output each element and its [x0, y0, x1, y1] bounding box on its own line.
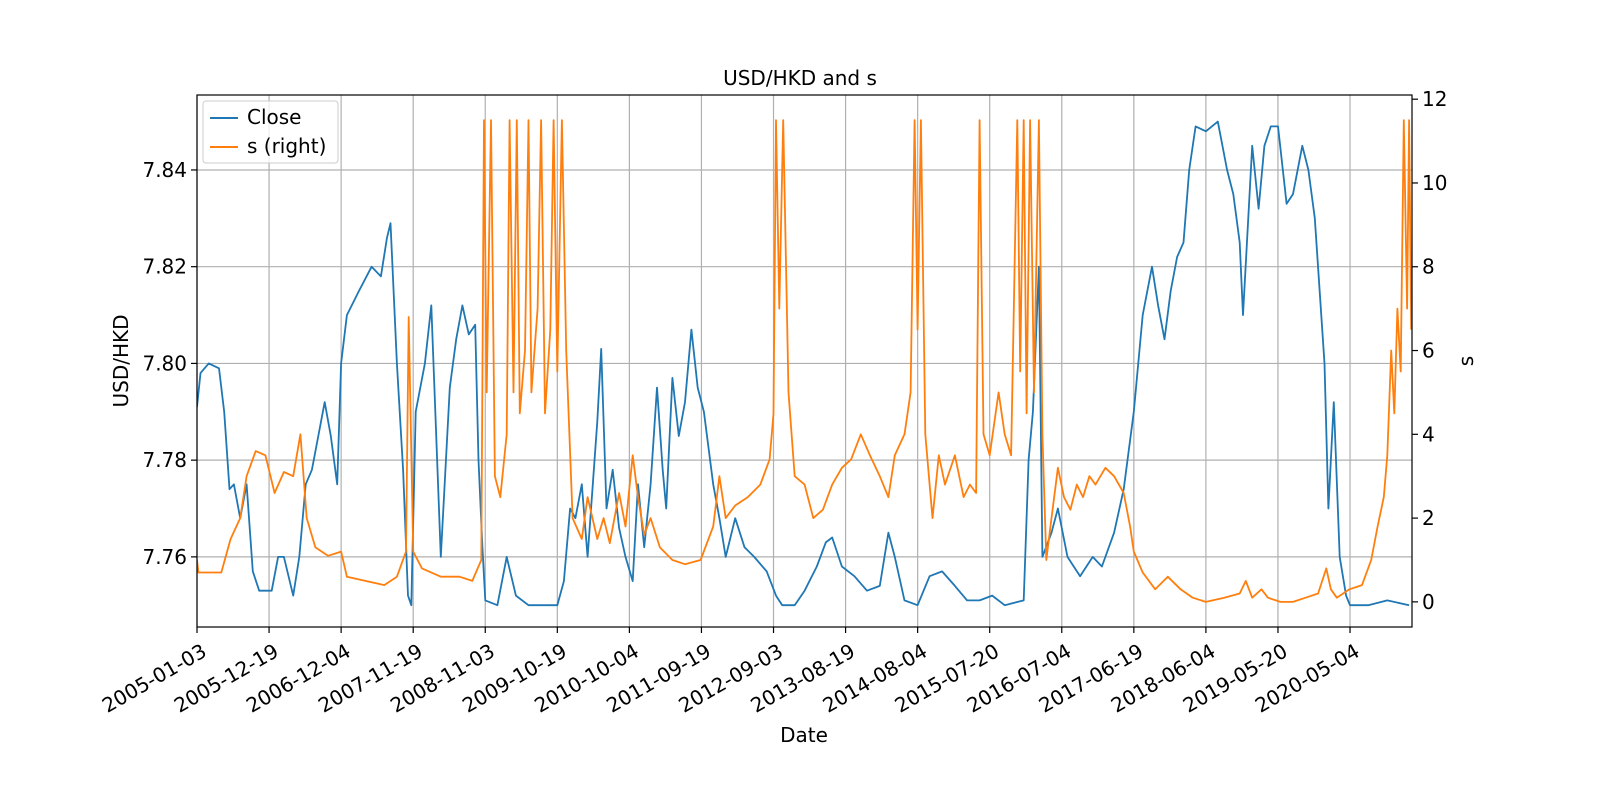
- legend-label-s: s (right): [247, 134, 326, 158]
- grid-layer: [196, 95, 1412, 627]
- y2-tick-label: 0: [1422, 590, 1435, 614]
- y-axis-label: USD/HKD: [109, 314, 133, 407]
- y-axis-ticks: 7.76 7.78 7.80 7.82 7.84: [142, 158, 197, 569]
- series-line-close: [197, 120, 1410, 607]
- plot-frame: [196, 94, 1413, 628]
- y2-tick-label: 12: [1422, 87, 1447, 111]
- y2-axis-ticks: 0 2 4 6 8 10 12: [1412, 87, 1447, 614]
- y-tick-label: 7.80: [142, 351, 187, 375]
- y2-tick-label: 6: [1422, 339, 1435, 363]
- chart-title: USD/HKD and s: [723, 66, 877, 90]
- y2-tick-label: 2: [1422, 506, 1435, 530]
- legend-label-close: Close: [247, 105, 301, 129]
- y2-axis-label: s: [1454, 356, 1478, 366]
- series-line-s: [197, 119, 1412, 603]
- series-layer: [197, 119, 1412, 607]
- y-tick-label: 7.82: [142, 255, 187, 279]
- y-tick-label: 7.78: [142, 448, 187, 472]
- y2-tick-label: 10: [1422, 171, 1447, 195]
- legend: Close s (right): [202, 100, 339, 164]
- y-tick-label: 7.76: [142, 545, 187, 569]
- y2-tick-label: 8: [1422, 255, 1435, 279]
- y-tick-label: 7.84: [142, 158, 187, 182]
- x-axis-label: Date: [780, 723, 828, 747]
- y2-tick-label: 4: [1422, 422, 1435, 446]
